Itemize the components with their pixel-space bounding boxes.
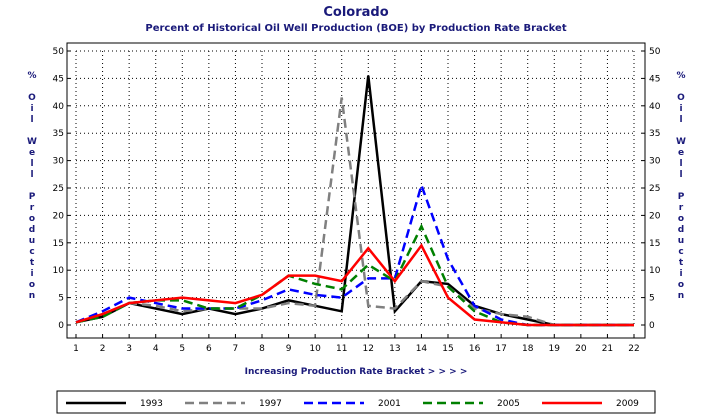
legend-label-2001: 2001 <box>378 399 401 409</box>
series-line-1993 <box>75 75 634 327</box>
x-tick-label: 22 <box>628 344 639 354</box>
y-axis-right-ticks: 0 5 10 15 20 25 30 35 40 45 50 <box>641 47 661 331</box>
x-tick-label: 5 <box>179 344 185 354</box>
series-lines <box>75 75 634 327</box>
y-tick-label: 45 <box>53 74 64 84</box>
x-axis-label: Increasing Production Rate Bracket > > >… <box>245 367 468 377</box>
chart-title: Colorado <box>323 5 388 20</box>
y-tick-label: 50 <box>53 47 65 57</box>
y-tick-label: 40 <box>53 102 65 112</box>
y-tick-label-right: 45 <box>649 74 660 84</box>
x-tick-label: 15 <box>442 344 453 354</box>
x-tick-label: 10 <box>309 344 321 354</box>
x-tick-label: 3 <box>126 344 132 354</box>
x-tick-label: 20 <box>575 344 587 354</box>
y-tick-label: 15 <box>53 239 64 249</box>
plot-frame <box>66 42 646 339</box>
x-tick-label: 6 <box>206 344 212 354</box>
x-tick-label: 18 <box>522 344 534 354</box>
chart-subtitle: Percent of Historical Oil Well Productio… <box>145 23 566 34</box>
x-tick-label: 13 <box>389 344 400 354</box>
y-tick-label-right: 20 <box>649 211 661 221</box>
x-tick-label: 14 <box>416 344 428 354</box>
x-tick-label: 7 <box>233 344 239 354</box>
y-tick-label-right: 35 <box>649 129 660 139</box>
x-tick-label: 1 <box>73 344 79 354</box>
x-tick-label: 4 <box>153 344 159 354</box>
x-tick-label: 9 <box>286 344 292 354</box>
y-tick-label-right: 5 <box>649 294 655 304</box>
x-tick-label: 21 <box>602 344 613 354</box>
legend-label-2005: 2005 <box>497 399 520 409</box>
x-tick-label: 16 <box>469 344 481 354</box>
y-tick-label-right: 15 <box>649 239 660 249</box>
legend-label-1993: 1993 <box>140 399 163 409</box>
y-tick-label: 25 <box>53 184 64 194</box>
x-axis-ticks: 1 2 3 4 5 6 7 8 9 10 11 12 13 14 15 16 17 18 19 20 21 22 <box>73 334 640 354</box>
x-tick-label: 8 <box>259 344 265 354</box>
y-tick-label: 0 <box>58 321 64 331</box>
y-tick-label-right: 40 <box>649 102 661 112</box>
y-tick-label-right: 50 <box>649 47 661 57</box>
y-tick-label-right: 30 <box>649 157 661 167</box>
x-tick-label: 12 <box>363 344 374 354</box>
legend-label-2009: 2009 <box>616 399 639 409</box>
y-tick-label-right: 0 <box>649 321 655 331</box>
y-tick-label-right: 25 <box>649 184 660 194</box>
y-axis-left-ticks: 0 5 10 15 20 25 30 35 40 45 50 <box>53 47 71 331</box>
legend-box <box>56 390 656 414</box>
legend: 1993 1997 2001 2005 2009 <box>66 399 639 409</box>
y-tick-label: 10 <box>53 266 65 276</box>
x-tick-label: 2 <box>100 344 106 354</box>
legend-label-1997: 1997 <box>259 399 282 409</box>
series-line-1997 <box>75 97 634 327</box>
x-tick-label: 11 <box>336 344 347 354</box>
y-tick-label: 5 <box>58 294 64 304</box>
y-tick-label: 30 <box>53 157 65 167</box>
x-tick-label: 19 <box>549 344 561 354</box>
y-tick-label-right: 10 <box>649 266 661 276</box>
x-tick-label: 17 <box>495 344 506 354</box>
series-line-2009 <box>75 243 634 327</box>
y-tick-label: 20 <box>53 211 65 221</box>
y-tick-label: 35 <box>53 129 64 139</box>
